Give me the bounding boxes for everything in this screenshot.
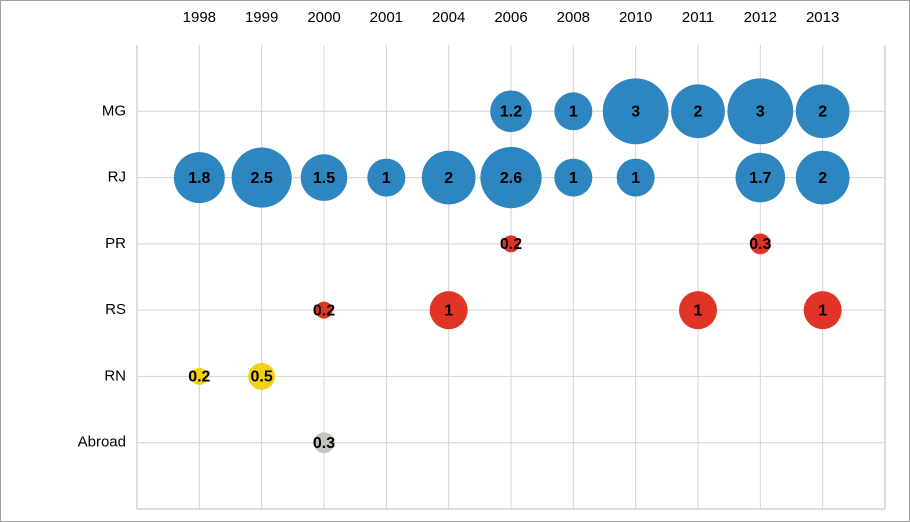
data-label: 1.5 xyxy=(313,170,335,187)
data-label: 2 xyxy=(818,104,827,121)
y-tick-label: MG xyxy=(102,102,126,119)
bubble xyxy=(315,301,333,319)
data-label: 2 xyxy=(818,170,827,187)
bubble xyxy=(367,158,406,197)
bubble xyxy=(727,78,794,145)
y-tick-label: PR xyxy=(105,235,126,252)
data-label: 3 xyxy=(756,104,765,121)
bubble xyxy=(190,367,208,385)
bubble xyxy=(671,84,725,139)
x-tick-label: 2013 xyxy=(806,9,839,26)
data-label: 2.5 xyxy=(251,170,273,187)
bubble xyxy=(313,432,335,454)
data-label: 1 xyxy=(382,170,391,187)
y-tick-label: RJ xyxy=(108,169,126,186)
bubble xyxy=(502,235,520,253)
data-label: 1 xyxy=(569,104,578,121)
x-tick-label: 2004 xyxy=(432,9,465,26)
bubble xyxy=(795,84,850,139)
bubble xyxy=(429,291,468,330)
bubble xyxy=(554,158,593,197)
data-label: 1.8 xyxy=(188,170,210,187)
bubble xyxy=(480,146,542,209)
data-label: 0.3 xyxy=(749,236,771,253)
y-tick-label: RS xyxy=(105,301,126,318)
data-label: 2.6 xyxy=(500,170,522,187)
bubble xyxy=(735,152,786,203)
y-tick-label: Abroad xyxy=(78,434,126,451)
bubble xyxy=(300,154,348,201)
x-tick-label: 2012 xyxy=(744,9,777,26)
data-label: 1.2 xyxy=(500,104,522,121)
bubble xyxy=(803,291,842,330)
bubble xyxy=(248,362,276,390)
y-tick-label: RN xyxy=(104,367,126,384)
x-tick-label: 2008 xyxy=(557,9,590,26)
data-label: 1 xyxy=(444,302,453,319)
bubble xyxy=(231,147,292,208)
data-label: 2 xyxy=(444,170,453,187)
bubble xyxy=(490,90,532,133)
bubble xyxy=(795,150,850,205)
data-label: 0.2 xyxy=(188,369,210,386)
x-tick-label: 2000 xyxy=(307,9,340,26)
x-tick-label: 2001 xyxy=(370,9,403,26)
data-label: 1 xyxy=(569,170,578,187)
bubble xyxy=(554,92,593,131)
bubble xyxy=(616,158,655,197)
data-label: 0.2 xyxy=(313,302,335,319)
bubble xyxy=(749,233,771,255)
data-label: 1 xyxy=(694,302,703,319)
data-label: 2 xyxy=(694,104,703,121)
data-label: 1 xyxy=(631,170,640,187)
bubble xyxy=(421,150,476,205)
x-tick-label: 1998 xyxy=(183,9,216,26)
data-label: 1 xyxy=(818,302,827,319)
x-tick-label: 2006 xyxy=(494,9,527,26)
x-tick-label: 2010 xyxy=(619,9,652,26)
x-tick-label: 1999 xyxy=(245,9,278,26)
bubble xyxy=(173,152,225,204)
data-label: 3 xyxy=(631,104,640,121)
bubble xyxy=(679,291,717,330)
data-label: 1.7 xyxy=(749,170,771,187)
x-tick-label: 2011 xyxy=(682,9,714,26)
bubble xyxy=(602,78,669,145)
data-label: 0.2 xyxy=(500,236,522,253)
data-label: 0.5 xyxy=(251,369,273,386)
data-label: 0.3 xyxy=(313,435,335,452)
